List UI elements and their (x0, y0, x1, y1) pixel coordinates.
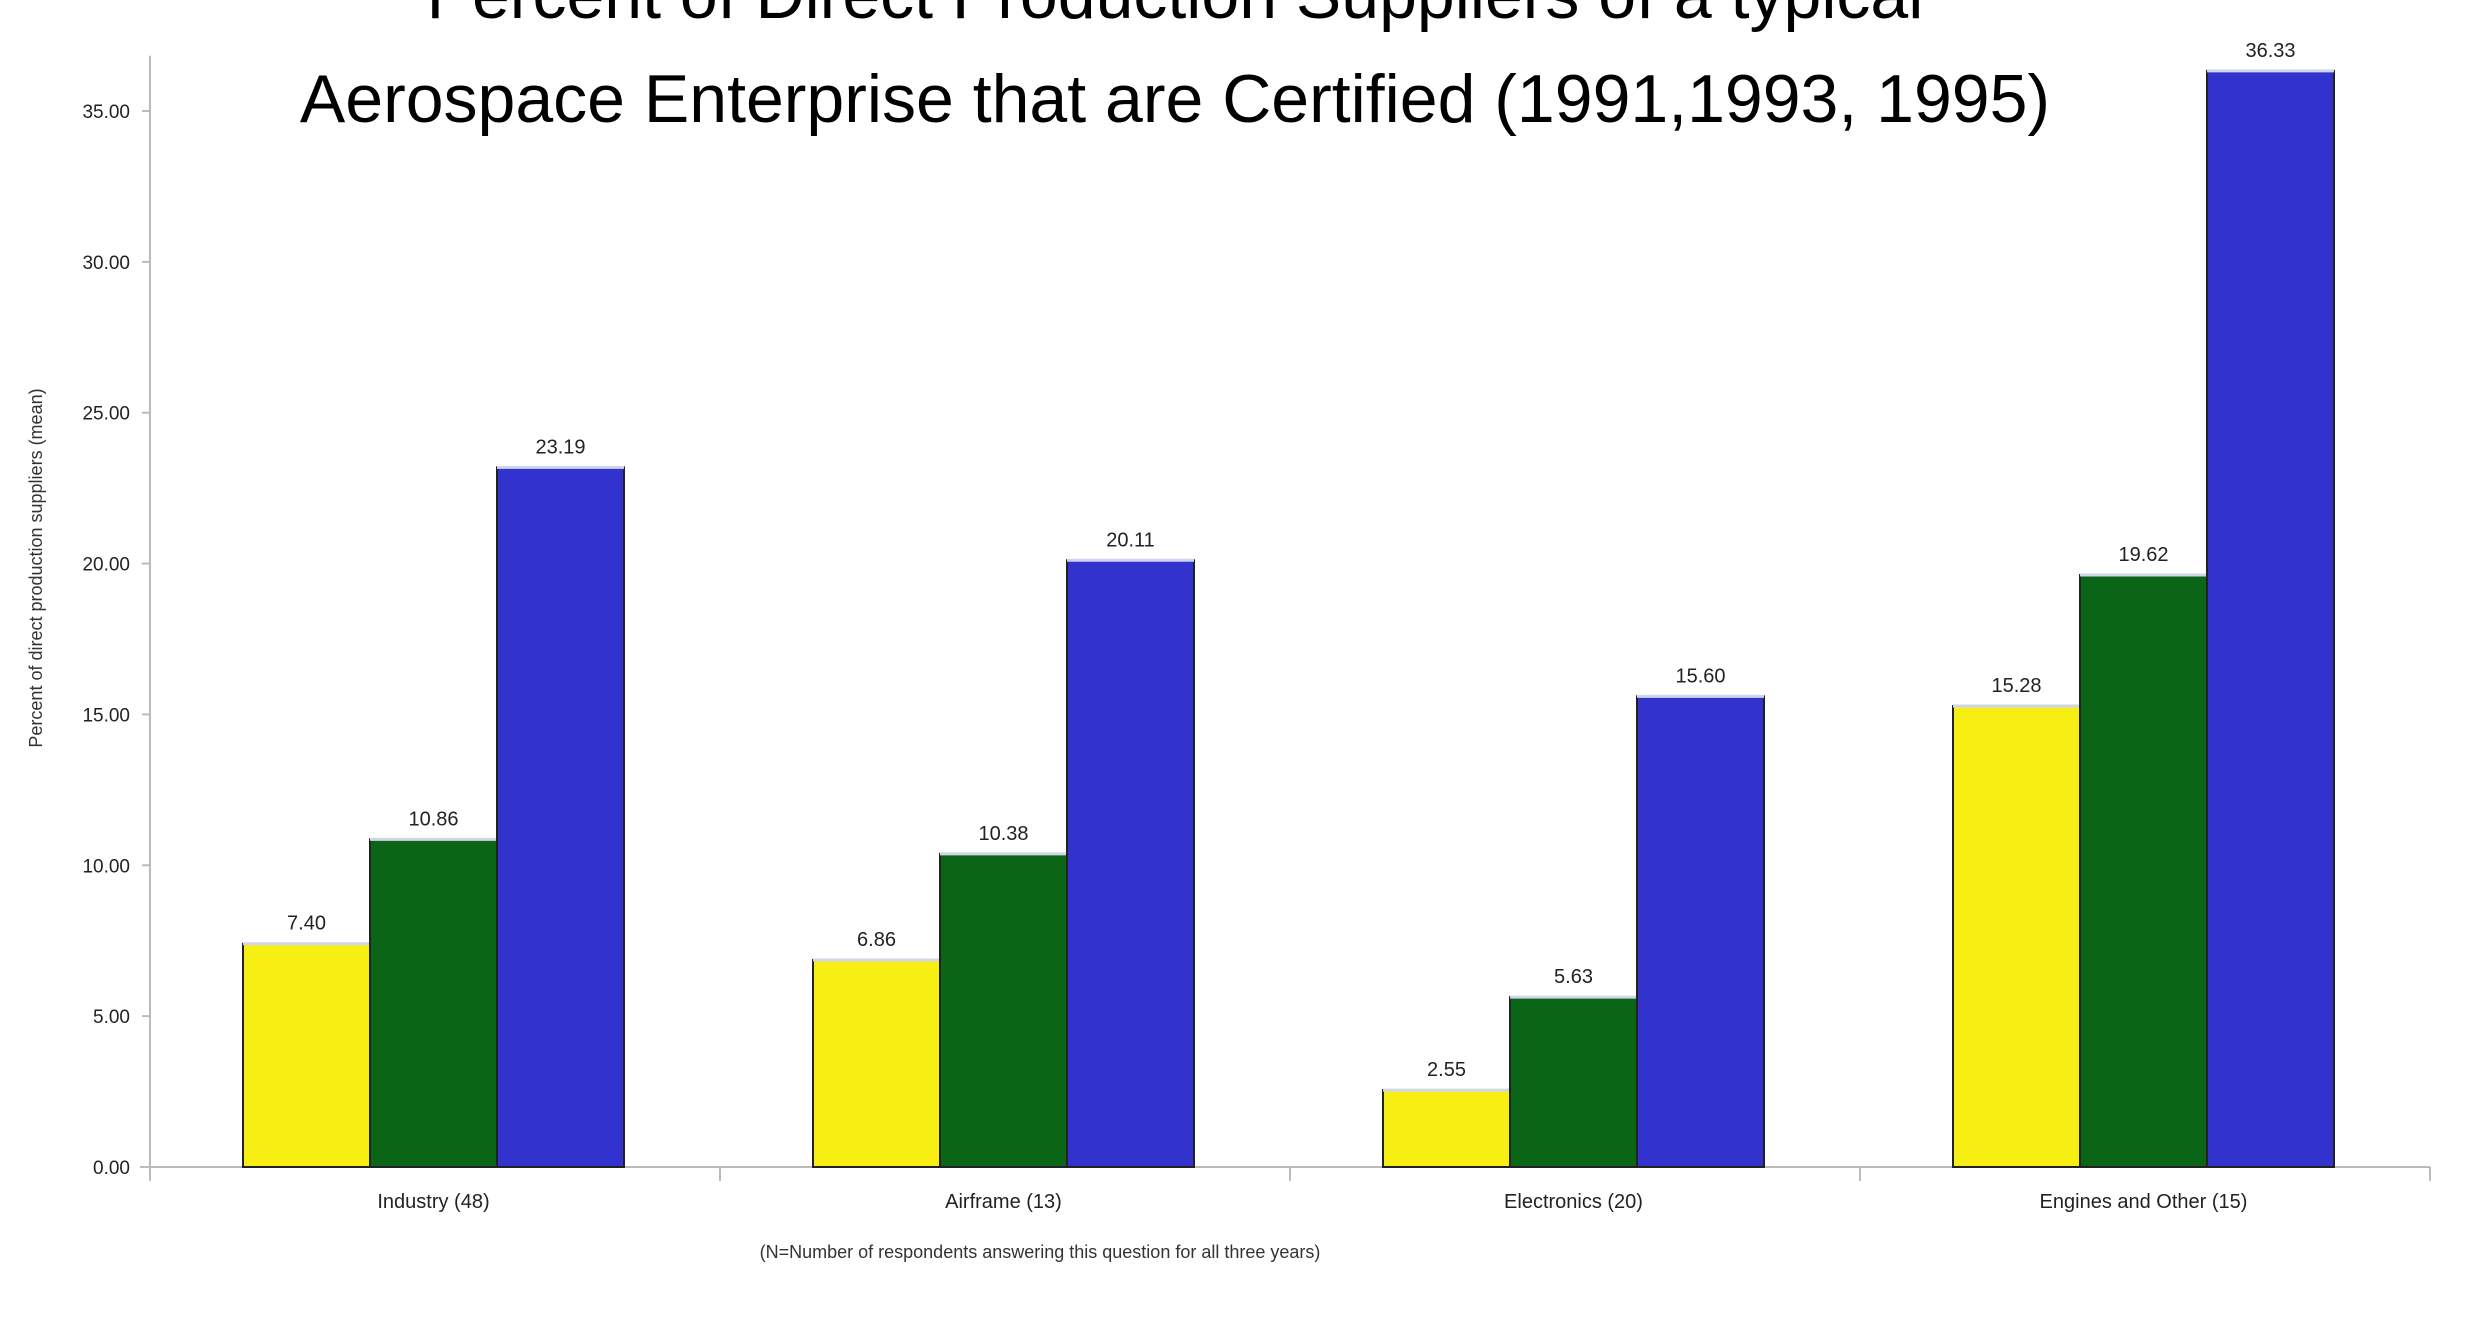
labels-group: 7.40 10.86 23.19 Industry (48) 6.86 10.38 20.1… (287, 40, 2296, 1213)
y-tick-label: 0.00 (93, 1158, 130, 1179)
bar (812, 959, 941, 1168)
y-tick-label: 15.00 (82, 705, 130, 726)
data-label: 7.40 (287, 913, 326, 935)
y-tick-label: 20.00 (82, 555, 130, 576)
y-tick-label: 35.00 (82, 102, 130, 123)
y-tick-label: 30.00 (82, 253, 130, 274)
bar (2206, 69, 2335, 1169)
bar (1382, 1089, 1511, 1169)
data-label: 15.28 (1991, 675, 2041, 697)
y-axis-label: Percent of direct production suppliers (… (26, 388, 46, 747)
x-tick-label: Airframe (13) (945, 1191, 1062, 1213)
y-tick-label: 5.00 (93, 1007, 130, 1028)
data-label: 2.55 (1427, 1059, 1466, 1081)
x-tick-label: Electronics (20) (1504, 1191, 1643, 1213)
y-tick-label: 25.00 (82, 404, 130, 425)
data-label: 23.19 (535, 436, 585, 458)
chart-title-line-1: Percent of Direct Production Suppliers o… (427, 0, 1924, 33)
bar (939, 852, 1068, 1168)
bar (1952, 704, 2081, 1169)
data-label: 6.86 (857, 929, 896, 951)
bar (1509, 996, 1638, 1168)
bar (1636, 695, 1765, 1169)
x-tick-label: Industry (48) (377, 1191, 489, 1213)
data-label: 15.60 (1675, 665, 1725, 687)
data-label: 10.38 (978, 823, 1028, 845)
data-label: 5.63 (1554, 966, 1593, 988)
data-label: 10.86 (408, 808, 458, 830)
bar (496, 466, 625, 1168)
chart-title-line-2: Aerospace Enterprise that are Certified … (300, 61, 2050, 137)
y-tick-label: 10.00 (82, 856, 130, 877)
bar (242, 942, 371, 1169)
bar (2079, 574, 2208, 1168)
bars-group (242, 69, 2335, 1169)
x-tick-label: Engines and Other (15) (2040, 1191, 2248, 1213)
data-label: 36.33 (2245, 40, 2295, 62)
data-label: 19.62 (2118, 544, 2168, 566)
bar (369, 838, 498, 1168)
data-label: 20.11 (1106, 529, 1155, 551)
bar (1066, 559, 1195, 1168)
x-axis-label: (N=Number of respondents answering this … (760, 1242, 1321, 1262)
